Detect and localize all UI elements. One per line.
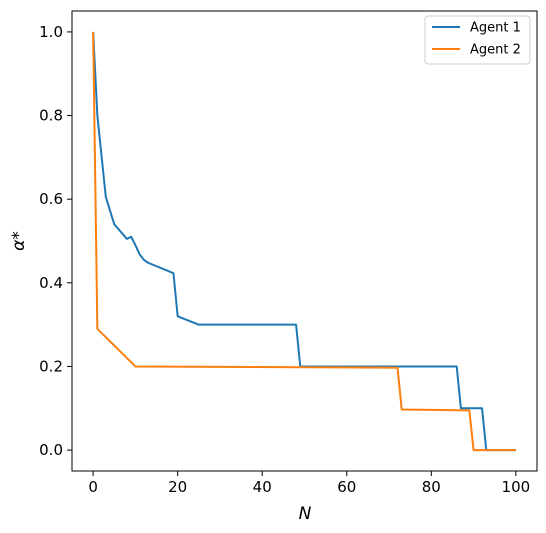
series-layer [92, 31, 516, 452]
y-tick-label: 0.8 [39, 107, 63, 125]
x-tick-label: 40 [253, 478, 272, 496]
legend-label-agent-2: Agent 2 [470, 43, 521, 58]
legend-label-agent-1: Agent 1 [470, 21, 521, 36]
legend: Agent 1 Agent 2 [424, 15, 531, 65]
y-tick-label: 1.0 [39, 23, 63, 41]
x-axis-ticks: 0 20 40 60 80 100 [88, 471, 530, 496]
x-tick-label: 20 [168, 478, 187, 496]
x-tick-label: 100 [502, 478, 531, 496]
x-tick-label: 80 [422, 478, 441, 496]
y-axis-label: α* [9, 231, 29, 251]
x-axis-label: N [299, 504, 312, 524]
x-tick-label: 60 [337, 478, 356, 496]
plot-area [71, 10, 538, 472]
y-tick-label: 0.4 [39, 274, 63, 292]
y-axis-ticks: 0.0 0.2 0.4 0.6 0.8 1.0 [39, 23, 72, 459]
y-tick-label: 0.0 [39, 441, 63, 459]
plot-frame [71, 10, 538, 472]
x-tick-label: 0 [88, 478, 98, 496]
y-tick-label: 0.2 [39, 357, 63, 375]
series-line-agent-1 [92, 31, 516, 452]
y-tick-label: 0.6 [39, 190, 63, 208]
series-line-agent-2 [92, 31, 516, 452]
